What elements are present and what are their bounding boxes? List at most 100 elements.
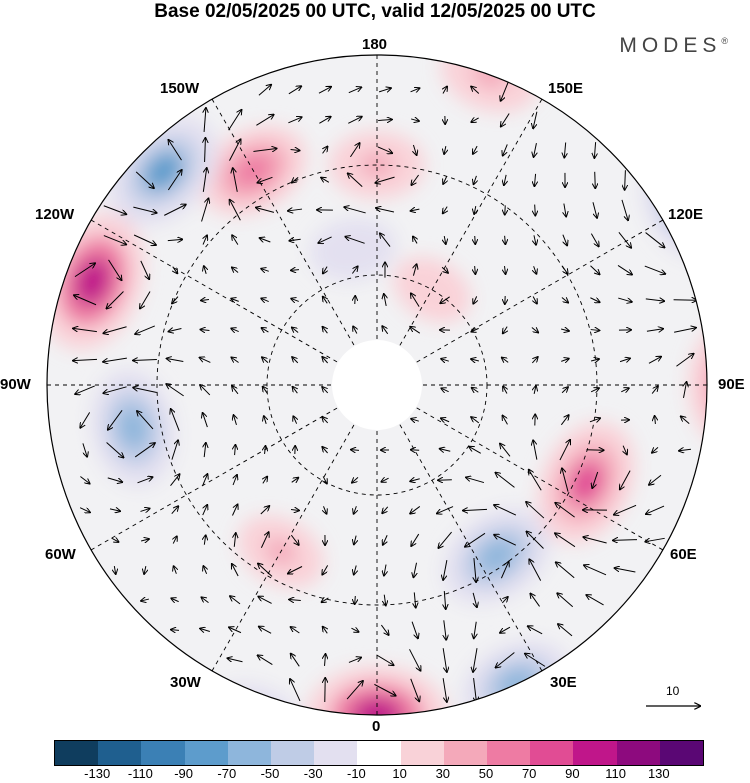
wind-arrow xyxy=(200,385,211,396)
wind-arrow xyxy=(534,173,535,186)
wind-arrow xyxy=(442,648,447,672)
wind-arrow xyxy=(171,630,180,631)
wind-arrow xyxy=(114,565,115,574)
wind-arrow xyxy=(500,562,508,579)
colorbar-tick-label: 10 xyxy=(392,766,407,781)
wind-arrow xyxy=(290,679,301,702)
wind-arrow xyxy=(500,626,511,633)
wind-arrow xyxy=(529,559,542,581)
wind-arrow xyxy=(583,537,607,544)
wind-arrow xyxy=(531,328,538,333)
label-lon-30e: 30E xyxy=(550,674,577,691)
wind-arrow xyxy=(173,266,178,274)
wind-arrow xyxy=(256,115,273,126)
wind-arrow xyxy=(590,265,600,275)
wind-arrow xyxy=(103,205,126,215)
wind-arrow xyxy=(442,678,447,702)
wind-arrow xyxy=(469,447,482,454)
wind-arrow xyxy=(655,416,656,425)
wind-arrow xyxy=(471,118,479,122)
colorbar-swatch xyxy=(55,741,99,765)
wind-arrow xyxy=(231,358,239,363)
wind-arrow xyxy=(625,170,626,190)
wind-arrow xyxy=(531,357,537,364)
wind-arrow xyxy=(352,476,359,482)
wind-arrow xyxy=(263,477,267,484)
wind-arrow xyxy=(173,536,177,544)
wind-arrow xyxy=(293,387,298,394)
wind-arrow xyxy=(503,326,507,334)
wind-arrow xyxy=(351,450,360,451)
wind-arrow xyxy=(231,299,239,302)
wind-arrow xyxy=(140,539,149,541)
wind-arrow xyxy=(414,592,415,607)
wind-arrow xyxy=(322,447,329,454)
wind-arrow xyxy=(228,110,242,131)
wind-arrow xyxy=(589,418,600,422)
wind-arrow xyxy=(292,328,299,333)
wind-arrow xyxy=(322,598,329,602)
wind-arrow xyxy=(348,658,361,663)
wind-arrow xyxy=(253,148,276,151)
wind-arrow xyxy=(528,626,543,635)
wind-arrow xyxy=(323,506,326,513)
wind-arrow xyxy=(204,535,205,545)
wind-arrow xyxy=(288,209,303,211)
wind-arrow xyxy=(594,142,595,158)
wind-arrow xyxy=(377,146,392,153)
wind-arrow xyxy=(204,108,206,133)
wind-arrow xyxy=(135,171,154,188)
colorbar-tick-label: 90 xyxy=(565,766,580,781)
wind-arrow xyxy=(561,297,568,302)
wind-arrow xyxy=(260,506,269,515)
wind-arrow xyxy=(203,235,207,245)
wind-arrow xyxy=(411,293,420,307)
wind-arrow xyxy=(354,535,356,545)
wind-arrow xyxy=(534,143,537,157)
wind-arrow xyxy=(584,565,607,576)
anomaly-contour xyxy=(118,407,149,449)
wind-arrow xyxy=(383,535,387,544)
wind-arrow xyxy=(204,443,206,458)
label-lon-150e: 150E xyxy=(548,80,584,97)
colorbar-swatch xyxy=(271,741,315,765)
wind-arrow xyxy=(230,596,241,605)
wind-arrow xyxy=(618,297,632,302)
wind-arrow xyxy=(410,506,421,513)
wind-arrow xyxy=(258,597,272,604)
vector-scale-label: 10 xyxy=(666,684,680,698)
wind-arrow xyxy=(384,594,386,606)
wind-arrow xyxy=(103,357,127,362)
wind-arrow xyxy=(292,357,299,364)
wind-arrow xyxy=(380,624,388,635)
wind-arrow xyxy=(561,359,569,362)
wind-arrow xyxy=(646,329,663,332)
wind-arrow xyxy=(529,470,542,491)
wind-arrow xyxy=(502,358,509,363)
wind-arrow xyxy=(323,266,327,274)
wind-arrow xyxy=(501,79,510,101)
wind-arrow xyxy=(259,627,272,634)
wind-arrow xyxy=(562,234,567,246)
wind-arrow xyxy=(410,88,420,92)
wind-arrow xyxy=(167,239,182,240)
wind-arrow xyxy=(109,509,120,511)
wind-arrow xyxy=(613,540,638,541)
colorbar-swatch xyxy=(530,741,574,765)
anomaly-contour xyxy=(331,683,423,715)
wind-arrow xyxy=(201,300,210,301)
wind-arrow xyxy=(384,564,386,576)
wind-arrow xyxy=(229,627,242,634)
wind-arrow xyxy=(590,388,599,392)
colorbar-tick-label: -110 xyxy=(127,766,153,781)
label-lon-120w: 120W xyxy=(35,206,75,223)
wind-arrow xyxy=(474,558,476,582)
wind-arrow xyxy=(135,325,155,334)
wind-arrow xyxy=(322,565,329,574)
wind-arrow xyxy=(232,386,239,395)
colorbar-swatch xyxy=(573,741,617,765)
wind-arrow xyxy=(620,470,631,490)
wind-arrow xyxy=(534,235,536,244)
wind-arrow xyxy=(202,505,208,516)
wind-arrow xyxy=(169,329,182,332)
